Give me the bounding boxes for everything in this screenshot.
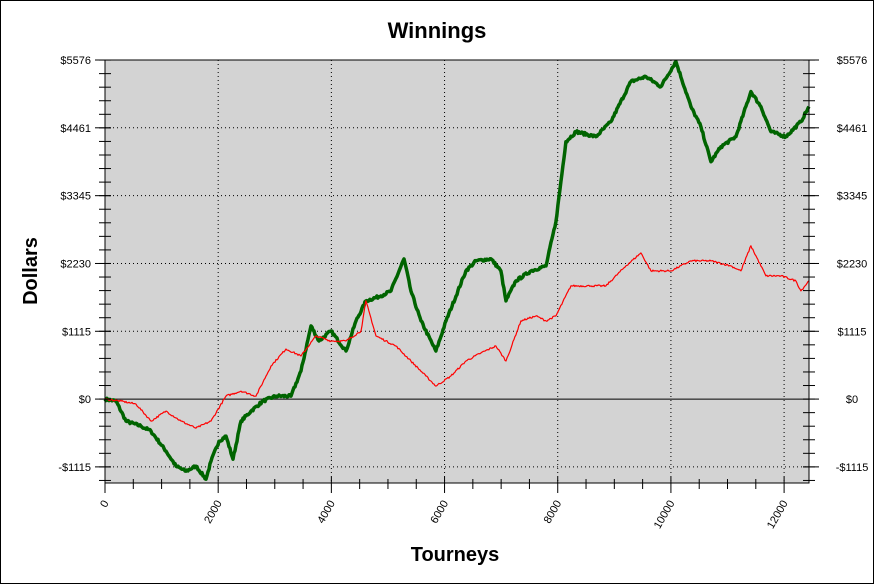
y-tick-label-left: $4461 bbox=[60, 123, 91, 135]
y-tick-label-left: $2230 bbox=[60, 258, 91, 270]
y-tick-label-left: -$1115 bbox=[58, 462, 91, 474]
y-axis-label: Dollars bbox=[20, 237, 42, 305]
y-tick-label-right: -$1115 bbox=[836, 462, 869, 474]
plot-background bbox=[105, 60, 809, 483]
x-tick-label: 8000 bbox=[542, 499, 565, 526]
y-tick-label-right: $3345 bbox=[837, 191, 868, 203]
y-tick-label-left: $0 bbox=[79, 394, 91, 406]
y-tick-label-right: $4461 bbox=[837, 123, 868, 135]
x-tick-label: 10000 bbox=[652, 499, 678, 531]
y-tick-label-left: $1115 bbox=[62, 326, 91, 338]
series-line-red bbox=[104, 245, 810, 429]
y-tick-label-left: $3345 bbox=[60, 191, 91, 203]
y-tick-label-right: $1115 bbox=[838, 326, 867, 338]
y-tick-label-left: $5576 bbox=[60, 55, 91, 67]
x-axis-label: Tourneys bbox=[411, 544, 500, 566]
plot-area: -$1115 -$1115 $0 $0 $1115 $1115 $2230 $2230 $334… bbox=[58, 55, 868, 531]
series-line-green bbox=[103, 59, 811, 481]
y-tick-label-right: $0 bbox=[846, 394, 858, 406]
chart-title: Winnings bbox=[388, 18, 487, 43]
x-tick-label: 4000 bbox=[315, 499, 338, 526]
x-tick-label: 6000 bbox=[429, 499, 452, 526]
y-tick-label-right: $2230 bbox=[837, 258, 868, 270]
plot-border bbox=[104, 59, 810, 484]
y-tick-label-right: $5576 bbox=[837, 55, 868, 67]
x-tick-label: 0 bbox=[98, 499, 111, 510]
x-tick-label: 12000 bbox=[765, 499, 791, 531]
x-tick-label: 2000 bbox=[202, 499, 225, 526]
